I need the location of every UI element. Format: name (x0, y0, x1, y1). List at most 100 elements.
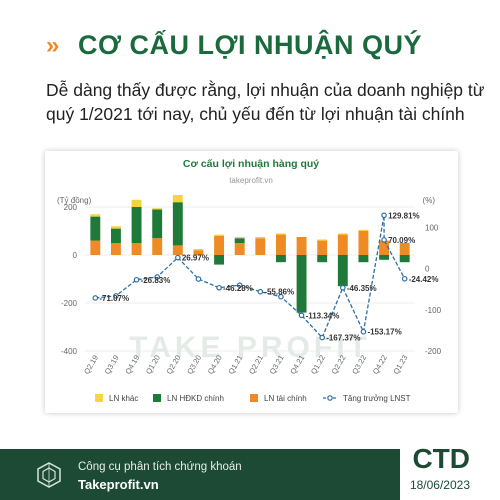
right-tick-label: 0 (425, 265, 430, 274)
legend-label: LN HĐKD chính (167, 394, 224, 403)
line-point (298, 312, 305, 319)
bar-ln-khac (131, 199, 142, 207)
bar-ln-tai-chinh (172, 245, 183, 255)
bar-ln-tai-chinh (110, 243, 121, 255)
legend-label: LN tài chính (264, 394, 307, 403)
line-point (257, 288, 264, 295)
right-tick-label: -200 (425, 347, 442, 356)
line-point-label: -71.07% (99, 294, 129, 303)
bar-ln-khac (234, 237, 245, 239)
bar-ln-khac (317, 239, 328, 241)
legend-label: LN khác (109, 394, 138, 403)
bar-ln-khac (110, 226, 121, 229)
line-point (195, 276, 202, 282)
line-point-label: 26.97% (182, 254, 209, 263)
bar-ln-tai-chinh (317, 240, 328, 255)
line-point (216, 284, 222, 291)
legend-label: Tăng trưởng LNST (343, 394, 411, 403)
line-point-label: -26.83% (141, 276, 171, 285)
bar-ln-tai-chinh (275, 234, 286, 255)
bar-ln-tai-chinh (214, 235, 225, 255)
line-point (319, 334, 325, 341)
line-point-label: -24.42% (409, 275, 439, 284)
chart-title: Cơ cấu lợi nhuận hàng quý (183, 158, 319, 170)
line-point (113, 293, 119, 299)
line-point (381, 212, 387, 219)
legend-marker (327, 395, 333, 401)
line-point (175, 254, 181, 261)
category-label: Q4.19 (123, 354, 141, 376)
bar-ln-tai-chinh (399, 243, 410, 255)
line-point-label: -113.34% (306, 311, 340, 320)
bar-ln-hdkd (172, 202, 183, 246)
subtitle: Dễ dàng thấy được rằng, lợi nhuận của do… (46, 80, 485, 124)
bar-ln-khac (358, 229, 369, 231)
left-tick-label: -200 (61, 299, 78, 308)
category-label: Q3.19 (103, 354, 121, 376)
bar-ln-khac (214, 234, 225, 236)
report-date: 18/06/2023 (409, 478, 470, 492)
bar-ln-tai-chinh (379, 240, 390, 255)
bar-ln-tai-chinh (255, 238, 266, 255)
legend-swatch (95, 394, 103, 402)
bar-ln-hdkd (317, 255, 328, 263)
line-point (340, 284, 346, 291)
line-point-label: -153.17% (367, 328, 401, 337)
watermark-big: TAKE PROFIT (129, 331, 371, 364)
chart-watermark: takeprofit.vn (229, 176, 273, 185)
line-point-label: -46.35% (347, 284, 377, 293)
bar-ln-hdkd (379, 255, 390, 260)
bar-ln-tai-chinh (193, 250, 204, 255)
chart-card: TAKE PROFIT Cơ cấu lợi nhuận hàng quý take… (45, 151, 458, 413)
bar-ln-tai-chinh (131, 243, 142, 255)
line-point (92, 295, 99, 301)
page-title: CƠ CẤU LỢI NHUẬN QUÝ (78, 30, 423, 60)
ticker-symbol: CTD (412, 443, 470, 474)
right-axis-label: (%) (423, 196, 436, 205)
left-tick-label: 0 (73, 251, 78, 260)
bar-ln-hdkd (234, 238, 245, 243)
category-label: Q4.22 (371, 354, 389, 376)
bar-ln-hdkd (90, 216, 101, 241)
bar-ln-khac (337, 233, 348, 235)
legend-swatch (153, 394, 161, 402)
category-label: Q1.23 (391, 354, 409, 376)
bar-ln-tai-chinh (234, 243, 245, 255)
line-point (401, 275, 408, 282)
line-point (236, 282, 243, 288)
bar-ln-khac (90, 214, 101, 217)
bar-ln-khac (193, 249, 204, 251)
category-label: Q2.19 (82, 354, 100, 376)
line-point (133, 276, 140, 283)
bar-ln-hdkd (296, 255, 307, 313)
left-tick-label: 200 (64, 203, 78, 212)
legend-swatch (250, 394, 258, 402)
footer-site[interactable]: Takeprofit.vn (78, 477, 159, 492)
footer-tagline: Công cụ phân tích chứng khoán (78, 461, 242, 473)
bar-ln-khac (275, 233, 286, 235)
line-point-label: -46.28% (223, 284, 253, 293)
bar-ln-hdkd (131, 207, 142, 243)
bar-ln-hdkd (337, 255, 348, 287)
line-point (381, 237, 387, 243)
bar-ln-hdkd (275, 255, 286, 263)
bar-ln-hdkd (152, 209, 163, 239)
bar-ln-khac (172, 195, 183, 203)
line-point (278, 293, 284, 300)
line-point (154, 274, 160, 280)
line-point (360, 328, 367, 335)
bar-ln-tai-chinh (358, 231, 369, 255)
right-tick-label: 100 (425, 224, 439, 233)
line-point-label: -167.37% (326, 334, 360, 343)
line-point-label: 70.09% (388, 236, 415, 245)
line-point-label: 129.81% (388, 211, 420, 220)
bar-ln-hdkd (110, 228, 121, 243)
bar-ln-tai-chinh (90, 240, 101, 255)
chart: TAKE PROFIT Cơ cấu lợi nhuận hàng quý take… (57, 158, 442, 403)
right-tick-label: -100 (425, 306, 442, 315)
left-tick-label: -400 (61, 347, 78, 356)
bar-ln-hdkd (358, 255, 369, 263)
bar-ln-khac (152, 208, 163, 210)
logo-icon (37, 462, 61, 488)
bar-ln-hdkd (399, 255, 410, 263)
